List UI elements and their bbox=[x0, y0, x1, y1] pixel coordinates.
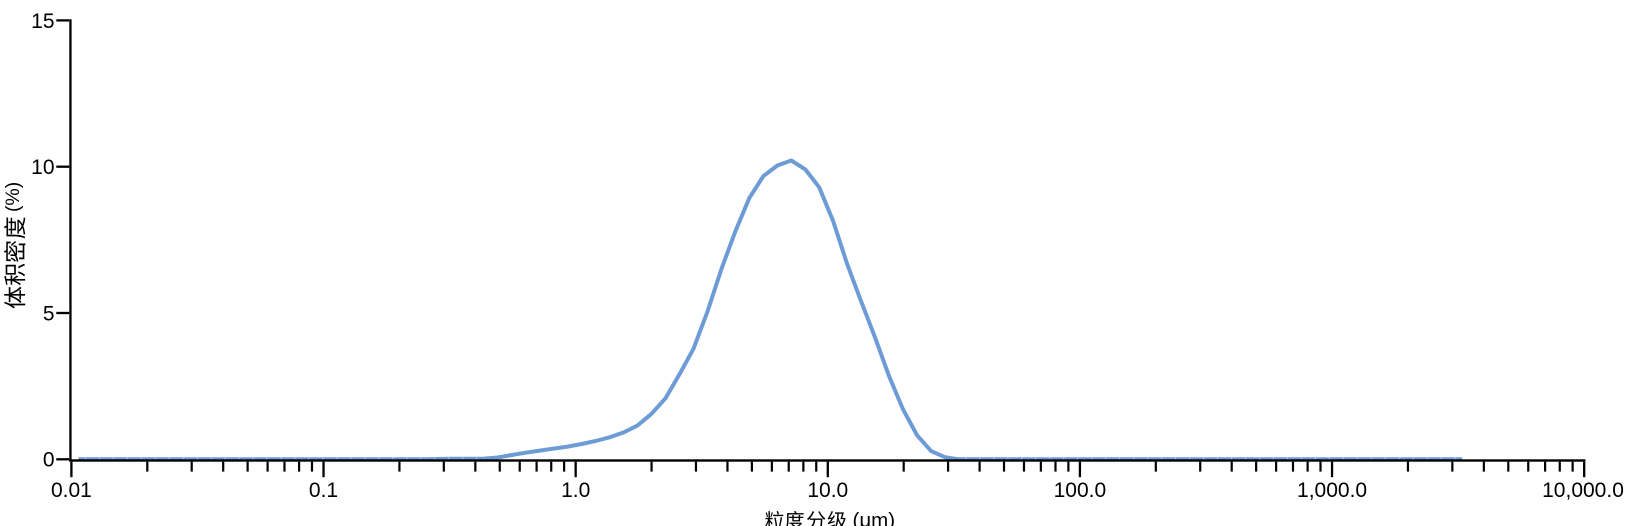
svg-text:10,000.0: 10,000.0 bbox=[1542, 479, 1624, 502]
svg-text:15: 15 bbox=[31, 10, 54, 33]
svg-text:100.0: 100.0 bbox=[1054, 479, 1107, 502]
svg-text:10.0: 10.0 bbox=[807, 479, 848, 502]
svg-text:0.1: 0.1 bbox=[309, 479, 338, 502]
svg-text:(%): (%) bbox=[2, 182, 24, 212]
svg-text:10: 10 bbox=[31, 156, 54, 179]
svg-text:1.0: 1.0 bbox=[561, 479, 590, 502]
svg-text:0: 0 bbox=[43, 449, 55, 472]
svg-text:(μm): (μm) bbox=[853, 509, 896, 526]
svg-text:5: 5 bbox=[43, 302, 55, 325]
svg-text:0.01: 0.01 bbox=[51, 479, 92, 502]
svg-text:1,000.0: 1,000.0 bbox=[1297, 479, 1367, 502]
